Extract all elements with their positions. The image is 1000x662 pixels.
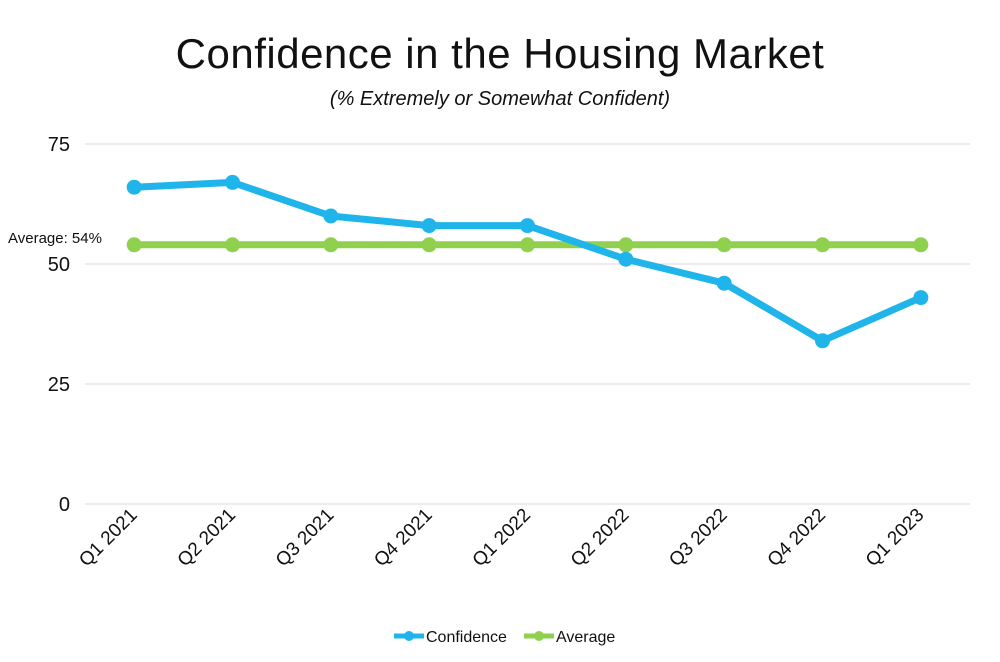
x-tick-label: Q1 2021: [75, 505, 141, 571]
x-tick-label: Q1 2022: [469, 505, 535, 571]
legend-swatch-marker: [534, 631, 544, 641]
series-line-confidence: [130, 178, 925, 345]
data-point-confidence: [618, 251, 634, 267]
x-tick-label: Q4 2021: [370, 505, 436, 571]
data-point-confidence: [421, 218, 437, 234]
data-point-confidence: [520, 218, 535, 234]
x-tick-label: Q3 2021: [272, 505, 338, 571]
y-tick-label: 50: [48, 254, 70, 276]
legend-swatch-marker: [404, 631, 414, 641]
data-point-average: [520, 237, 535, 253]
data-point-confidence: [913, 290, 929, 306]
x-tick-label: Q3 2022: [665, 505, 731, 571]
chart-subtitle: (% Extremely or Somewhat Confident): [329, 88, 671, 110]
x-tick-label: Q2 2022: [567, 505, 633, 571]
x-tick-label: Q2 2021: [174, 505, 240, 571]
y-tick-label: 0: [59, 494, 70, 516]
y-tick-label: 75: [48, 134, 70, 156]
average-annotation: Average: 54%: [8, 230, 102, 247]
legend-label: Confidence: [426, 629, 507, 646]
gridlines: [85, 143, 970, 505]
data-point-average: [913, 237, 929, 253]
data-point-average: [618, 237, 634, 253]
data-point-average: [126, 237, 142, 253]
data-point-average: [225, 237, 240, 253]
data-point-average: [323, 237, 339, 253]
y-axis-ticks: 0 25 50 75: [48, 134, 70, 516]
data-point-confidence: [815, 333, 830, 349]
data-point-confidence: [323, 208, 339, 224]
x-tick-label: Q1 2023: [862, 505, 928, 571]
series-group: [126, 174, 929, 349]
chart-title: Confidence in the Housing Market: [175, 30, 825, 77]
data-point-confidence: [126, 179, 142, 195]
data-point-average: [716, 237, 732, 253]
data-point-confidence: [716, 275, 732, 291]
data-point-average: [815, 237, 830, 253]
x-axis-ticks: Q1 2021 Q2 2021 Q3 2021 Q4 2021 Q1 2022 Q2 20…: [75, 505, 928, 571]
y-tick-label: 25: [48, 374, 70, 396]
data-point-confidence: [225, 174, 240, 190]
data-point-average: [421, 237, 437, 253]
x-tick-label: Q4 2022: [764, 505, 830, 571]
legend: Confidence Average: [394, 629, 615, 646]
legend-label: Average: [556, 629, 615, 646]
